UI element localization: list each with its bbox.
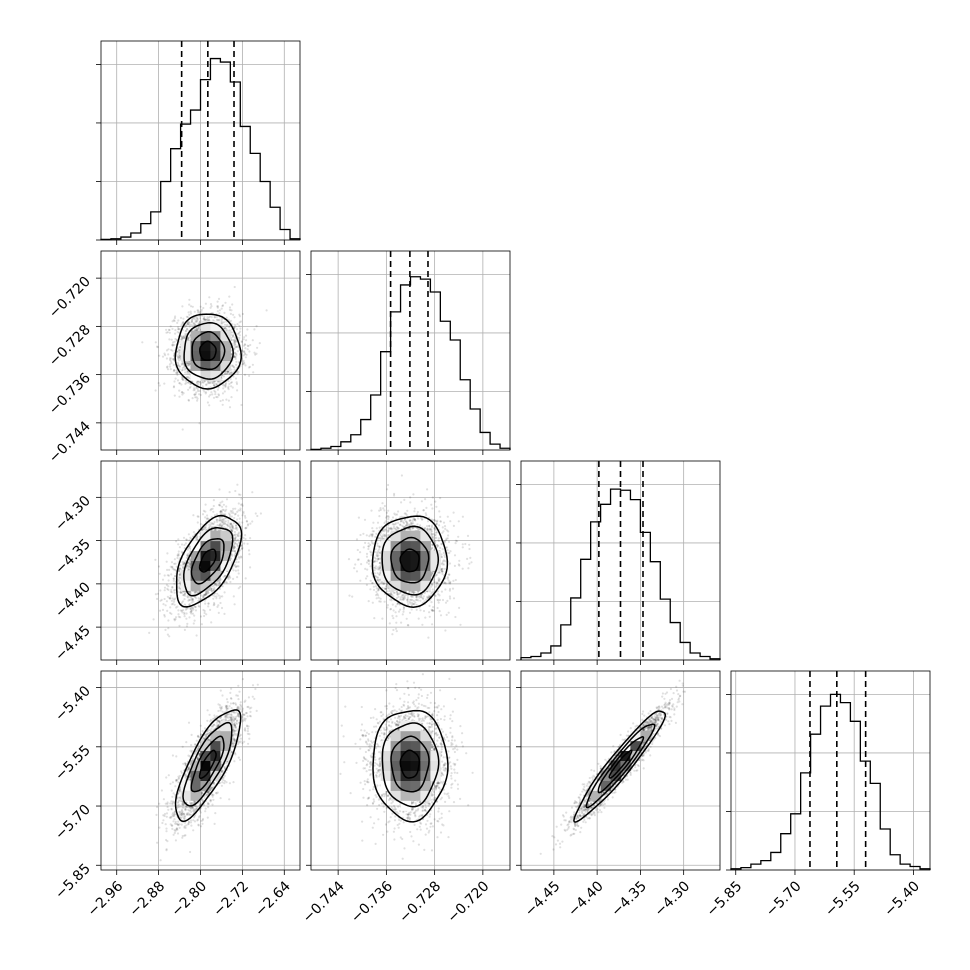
- hist-frame-3: [730, 670, 931, 871]
- contour-2-0-0: [198, 548, 217, 573]
- xtick-label-2-3: −4.30: [652, 878, 694, 920]
- contour-1-0-0: [199, 340, 217, 361]
- xtick-label-2-2: −4.35: [608, 878, 650, 920]
- hist-frame-2: [520, 460, 721, 661]
- contour-3-2-1: [597, 736, 645, 794]
- contour-3-1-2: [381, 722, 440, 808]
- contour-3-2-3: [573, 710, 667, 823]
- contour-3-2-0: [608, 749, 633, 779]
- joint-frame-3-2: [520, 670, 721, 871]
- contour-3-2-2: [585, 723, 656, 809]
- contour-1-0-3: [174, 313, 242, 390]
- xtick-label-1-2: −0.728: [396, 878, 444, 926]
- ytick-label-1-0: −0.744: [46, 418, 94, 466]
- joint-panel-3-0: [100, 670, 301, 871]
- contour-2-0-3: [175, 514, 243, 608]
- hist-panel-1: [306, 250, 511, 451]
- joint-frame-3-1: [310, 670, 511, 871]
- xtick-label-2-1: −4.40: [565, 878, 607, 920]
- contour-2-1-3: [371, 515, 449, 608]
- joint-panel-2-1: [310, 460, 511, 661]
- joint-panel-3-1: [310, 670, 511, 871]
- xtick-label-1-0: −0.744: [300, 878, 348, 926]
- xtick-label-1-3: −0.720: [445, 878, 493, 926]
- contour-2-1-2: [381, 525, 440, 596]
- joint-panel-1-0: [100, 250, 301, 451]
- ytick-label-3-2: −5.55: [52, 742, 94, 784]
- histogram-0: [100, 57, 301, 241]
- xtick-label-3-1: −5.70: [763, 878, 805, 920]
- ytick-label-3-3: −5.40: [52, 683, 94, 725]
- ytick-label-1-1: −0.736: [46, 370, 94, 418]
- hist-panel-0: [96, 40, 301, 241]
- xtick-label-0-2: −2.80: [168, 878, 210, 920]
- contour-3-1-0: [399, 749, 421, 779]
- contour-1-0-1: [191, 331, 226, 371]
- contour-2-0-1: [190, 538, 225, 585]
- xtick-label-0-0: −2.96: [85, 878, 127, 920]
- xtick-label-3-3: −5.40: [881, 878, 923, 920]
- contour-2-0-2: [183, 527, 234, 597]
- histogram-1: [310, 276, 511, 451]
- contour-3-0-0: [198, 749, 217, 779]
- hist-panel-3: [726, 670, 931, 871]
- contour-2-1-0: [399, 548, 420, 573]
- histogram-2: [520, 488, 721, 660]
- hist-frame-1: [310, 250, 511, 451]
- xtick-label-1-1: −0.736: [348, 878, 396, 926]
- ytick-label-1-3: −0.720: [46, 274, 94, 322]
- density-cells-3-1: [380, 720, 441, 811]
- contour-3-1-1: [390, 735, 430, 793]
- joint-panel-3-2: [520, 670, 721, 871]
- ytick-label-3-1: −5.70: [52, 802, 94, 844]
- ytick-label-2-3: −4.30: [52, 493, 94, 535]
- xtick-label-0-4: −2.64: [252, 878, 294, 920]
- joint-frame-2-1: [310, 460, 511, 661]
- ytick-label-2-1: −4.40: [52, 579, 94, 621]
- histogram-3: [730, 693, 931, 870]
- xtick-label-2-0: −4.45: [522, 878, 564, 920]
- xtick-label-3-2: −5.55: [822, 878, 864, 920]
- contour-2-1-1: [390, 536, 430, 584]
- contour-3-0-2: [182, 721, 233, 807]
- xtick-label-3-0: −5.85: [704, 878, 746, 920]
- xtick-label-0-1: −2.88: [127, 878, 169, 920]
- contour-3-0-3: [174, 709, 242, 823]
- ytick-label-2-2: −4.35: [52, 536, 94, 578]
- contour-3-0-1: [190, 735, 225, 793]
- contour-1-0-2: [183, 322, 234, 380]
- joint-panel-2-0: [100, 460, 301, 661]
- xtick-label-0-3: −2.72: [210, 878, 252, 920]
- ytick-label-1-2: −0.728: [46, 322, 94, 370]
- hist-panel-2: [516, 460, 721, 661]
- ytick-label-2-0: −4.45: [52, 623, 94, 665]
- contour-3-1-3: [372, 709, 449, 823]
- ytick-label-3-0: −5.85: [52, 861, 94, 903]
